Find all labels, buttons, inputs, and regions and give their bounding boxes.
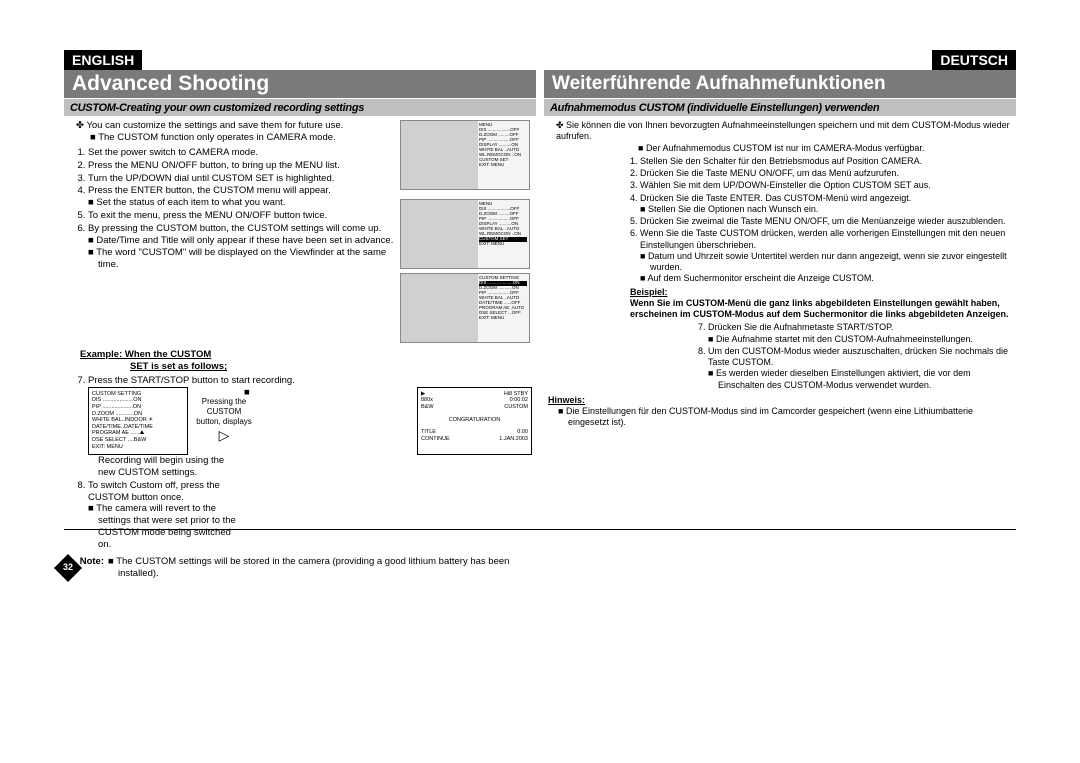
de-step-8: Um den CUSTOM-Modus wieder auszuschalten…	[708, 346, 1012, 391]
de-intro-2: Der Aufnahmemodus CUSTOM ist nur im CAME…	[638, 143, 1012, 154]
de-step-7-sub: Die Aufnahme startet mit den CUSTOM-Aufn…	[708, 334, 1012, 345]
step-8-sub: The camera will revert to the settings t…	[88, 503, 238, 551]
example-label: Example: When the CUSTOM SET is set as f…	[80, 349, 532, 373]
illustration-2: MENU DIS ..................OFF D.ZOOM ..…	[400, 199, 530, 269]
beispiel-label: Beispiel:	[630, 287, 1012, 298]
subtitle-deutsch: Aufnahmemodus CUSTOM (individuelle Einst…	[544, 98, 1016, 116]
between-caption: Pressing the CUSTOM button, displays ▷	[196, 397, 252, 445]
lang-english: ENGLISH	[64, 50, 142, 70]
beispiel-text: Wenn Sie im CUSTOM-Menü die ganz links a…	[630, 298, 1012, 321]
lcd-custom-setting: CUSTOM SETTING DIS ....................O…	[88, 387, 188, 455]
step-7: Press the START/STOP button to start rec…	[88, 375, 532, 479]
de-step-6-sub1: Datum und Uhrzeit sowie Untertitel werde…	[640, 251, 1012, 274]
title-deutsch: Weiterführende Aufnahmefunktionen	[544, 70, 1016, 98]
de-step-2: Drücken Sie die Taste MENU ON/OFF, um da…	[640, 168, 1012, 179]
de-step-6-sub2: Auf dem Suchermonitor erscheint die Anze…	[640, 273, 1012, 284]
de-step-7: Drücken Sie die Aufnahmetaste START/STOP…	[708, 322, 1012, 345]
de-step-6: Wenn Sie die Taste CUSTOM drücken, werde…	[640, 228, 1012, 284]
de-intro-1: Sie können die von Ihnen bevorzugten Auf…	[556, 120, 1012, 143]
menu1-8: EXIT: MENU	[479, 163, 527, 168]
de-step-8-sub: Es werden wieder dieselben Einstellungen…	[708, 368, 1012, 391]
hinweis-label: Hinweis:	[548, 395, 585, 405]
illustration-1: MENU DIS ..................OFF D.ZOOM ..…	[400, 120, 530, 190]
lcd-viewfinder: ▶Hi8 STBY 880x0:00:02 B&WCUSTOM CONGRATU…	[417, 387, 532, 455]
de-step-4-sub: Stellen Sie die Optionen nach Wunsch ein…	[640, 204, 1012, 215]
subtitle-english: CUSTOM-Creating your own customized reco…	[64, 98, 536, 116]
lang-deutsch: DEUTSCH	[932, 50, 1016, 70]
title-english: Advanced Shooting	[64, 70, 536, 98]
de-step-1: Stellen Sie den Schalter für den Betrieb…	[640, 156, 1012, 167]
de-step-5: Drücken Sie zweimal die Taste MENU ON/OF…	[640, 216, 1012, 227]
de-step-3: Wählen Sie mit dem UP/DOWN-Einsteller di…	[640, 180, 1012, 191]
note-text: The CUSTOM settings will be stored in th…	[108, 556, 532, 580]
hinweis-text: Die Einstellungen für den CUSTOM-Modus s…	[558, 406, 1012, 429]
illustration-3: CUSTOM SETTING DIS ....................O…	[400, 273, 530, 343]
page-number-badge: 32	[54, 554, 82, 582]
step-8: To switch Custom off, press the CUSTOM b…	[88, 480, 238, 551]
de-step-4: Drücken Sie die Taste ENTER. Das CUSTOM-…	[640, 193, 1012, 216]
